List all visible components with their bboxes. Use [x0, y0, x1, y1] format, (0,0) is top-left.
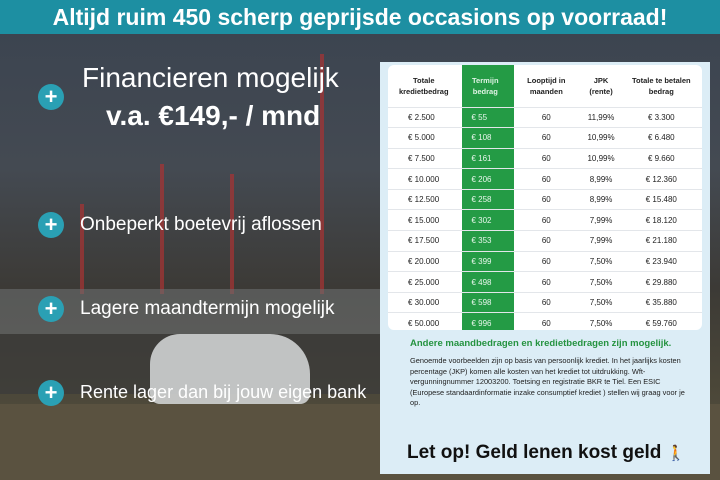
- table-cell: € 3.300: [620, 106, 702, 128]
- table-cell: 60: [511, 312, 582, 330]
- table-cell: 60: [511, 209, 582, 231]
- table-row: € 25.000 € 498 60 7,50% € 29.880: [388, 271, 702, 293]
- table-cell: € 399: [459, 250, 512, 272]
- table-cell: 60: [511, 147, 582, 169]
- table-cell: 60: [511, 106, 582, 128]
- table-row: € 10.000 € 206 60 8,99% € 12.360: [388, 168, 702, 190]
- finance-panel: Totale kredietbedrag Termijn bedrag Loopti…: [380, 62, 710, 474]
- table-cell: € 17.500: [388, 230, 460, 252]
- table-cell: € 35.880: [620, 291, 702, 313]
- table-cell: € 18.120: [620, 209, 702, 231]
- table-cell: € 23.940: [620, 250, 702, 272]
- table-cell: 60: [511, 230, 582, 252]
- feature-item: Lagere maandtermijn mogelijk: [80, 298, 335, 319]
- table-row: € 20.000 € 399 60 7,50% € 23.940: [388, 250, 702, 272]
- table-cell: € 12.500: [388, 188, 460, 210]
- table-cell: € 7.500: [388, 147, 460, 169]
- table-cell: € 996: [459, 312, 512, 330]
- table-row: € 17.500 € 353 60 7,99% € 21.180: [388, 230, 702, 252]
- table-cell: € 12.360: [620, 168, 702, 190]
- table-row: € 50.000 € 996 60 7,50% € 59.760: [388, 312, 702, 330]
- table-row: € 15.000 € 302 60 7,99% € 18.120: [388, 209, 702, 231]
- table-cell: 7,99%: [581, 230, 621, 252]
- table-row: € 30.000 € 598 60 7,50% € 35.880: [388, 291, 702, 313]
- plus-icon: +: [38, 212, 64, 238]
- table-cell: € 15.480: [620, 188, 702, 210]
- plus-icon: +: [38, 380, 64, 406]
- headline-price: v.a. €149,- / mnd: [106, 100, 321, 131]
- finance-table-card: Totale kredietbedrag Termijn bedrag Loopti…: [388, 65, 702, 330]
- column-header: Totale te betalen bedrag: [631, 75, 691, 96]
- table-cell: 60: [511, 127, 582, 149]
- table-cell: 11,99%: [581, 106, 621, 128]
- table-cell: 7,50%: [581, 291, 621, 313]
- feature-item: Rente lager dan bij jouw eigen bank: [80, 382, 367, 402]
- table-cell: € 10.000: [388, 168, 460, 190]
- feature-item: Onbeperkt boetevrij aflossen: [80, 214, 322, 235]
- headline: Financieren mogelijk: [82, 62, 339, 93]
- table-cell: € 206: [459, 168, 512, 190]
- table-cell: 60: [511, 168, 582, 190]
- table-cell: 60: [511, 188, 582, 210]
- table-cell: 10,99%: [581, 147, 621, 169]
- table-cell: € 21.180: [620, 230, 702, 252]
- table-cell: € 50.000: [388, 312, 460, 330]
- walking-person-icon: 🚶: [666, 445, 686, 462]
- table-cell: 10,99%: [581, 127, 621, 149]
- table-row: € 2.500 € 55 60 11,99% € 3.300: [388, 106, 702, 128]
- column-header: Looptijd in maanden: [527, 75, 566, 96]
- table-cell: 8,99%: [581, 188, 621, 210]
- table-cell: 7,50%: [581, 250, 621, 272]
- table-cell: 60: [511, 271, 582, 293]
- table-cell: € 353: [459, 230, 512, 252]
- finance-table: Totale kredietbedrag Termijn bedrag Loopti…: [388, 65, 702, 330]
- table-cell: € 30.000: [388, 291, 460, 313]
- table-cell: 7,50%: [581, 271, 621, 293]
- table-cell: 60: [511, 250, 582, 272]
- table-cell: 7,50%: [581, 312, 621, 330]
- column-header: Termijn bedrag: [472, 75, 499, 96]
- table-row: € 7.500 € 161 60 10,99% € 9.660: [388, 147, 702, 169]
- table-cell: € 20.000: [388, 250, 460, 272]
- table-cell: 8,99%: [581, 168, 621, 190]
- table-cell: € 59.760: [620, 312, 702, 330]
- table-cell: € 55: [459, 106, 512, 128]
- table-cell: € 258: [459, 188, 512, 210]
- table-cell: € 6.480: [620, 127, 702, 149]
- note-heading: Andere maandbedragen en kredietbedragen …: [410, 338, 672, 349]
- warning-text: Let op! Geld lenen kost geld 🚶: [407, 442, 685, 464]
- table-cell: € 598: [459, 291, 512, 313]
- promo-banner: Altijd ruim 450 scherp geprijsde occasio…: [0, 0, 720, 34]
- table-cell: 60: [511, 291, 582, 313]
- table-cell: € 161: [459, 147, 512, 169]
- warning-label: Let op! Geld lenen kost geld: [407, 442, 662, 463]
- plus-icon: +: [38, 296, 64, 322]
- table-cell: € 9.660: [620, 147, 702, 169]
- note-text: Genoemde voorbeelden zijn op basis van p…: [410, 356, 685, 407]
- table-cell: € 498: [459, 271, 512, 293]
- plus-icon: +: [38, 84, 64, 110]
- column-header: Totale kredietbedrag: [398, 75, 449, 96]
- table-cell: € 2.500: [388, 106, 460, 128]
- table-cell: € 5.000: [388, 127, 460, 149]
- table-cell: 7,99%: [581, 209, 621, 231]
- table-cell: € 108: [459, 127, 512, 149]
- table-cell: € 15.000: [388, 209, 460, 231]
- table-cell: € 29.880: [620, 271, 702, 293]
- table-row: € 5.000 € 108 60 10,99% € 6.480: [388, 127, 702, 149]
- column-header: JPK (rente): [589, 75, 613, 96]
- table-cell: € 302: [459, 209, 512, 231]
- table-row: € 12.500 € 258 60 8,99% € 15.480: [388, 188, 702, 210]
- table-cell: € 25.000: [388, 271, 460, 293]
